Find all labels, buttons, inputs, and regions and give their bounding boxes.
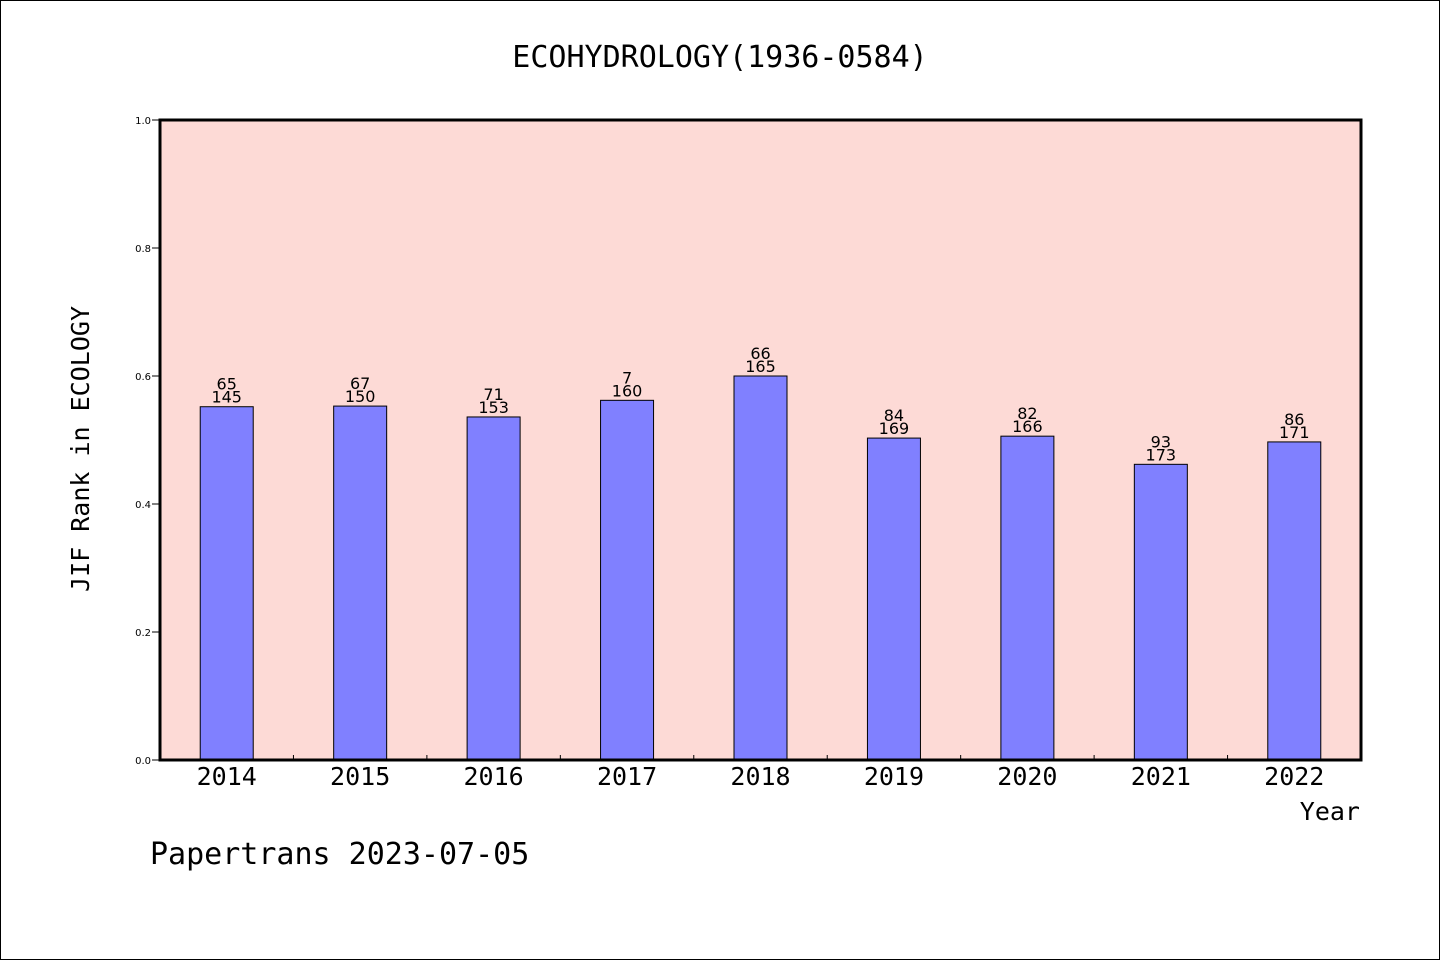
x-tick-label-2014: 2014 — [197, 762, 257, 791]
bar-2022 — [1267, 441, 1322, 761]
y-axis-label: JIF Rank in ECOLOGY — [66, 306, 95, 592]
bar-label-top-2016: 71 — [483, 385, 503, 404]
y-tick-label-5: 1.0 — [135, 116, 151, 127]
plot-border — [158, 118, 1363, 762]
bar-2020 — [1000, 435, 1055, 761]
bar-label-bottom-2019: 169 — [879, 419, 910, 438]
x-axis-label: Year — [1300, 797, 1360, 826]
bar-2019 — [866, 437, 921, 761]
x-tick-label-2021: 2021 — [1131, 762, 1191, 791]
bar-label-top-2020: 82 — [1017, 404, 1037, 423]
bar-label-bottom-2017: 160 — [612, 381, 643, 400]
y-tick-label-4: 0.8 — [135, 244, 151, 255]
bar-label-top-2021: 93 — [1151, 432, 1171, 451]
y-tick-label-1: 0.2 — [135, 628, 151, 639]
x-tick-label-2015: 2015 — [330, 762, 390, 791]
bar-2014 — [199, 406, 254, 761]
y-tick-label-2: 0.4 — [135, 500, 151, 511]
x-tick-label-2022: 2022 — [1264, 762, 1324, 791]
bar-2015 — [333, 405, 388, 761]
bar-label-top-2019: 84 — [884, 406, 904, 425]
bar-2018 — [733, 375, 788, 761]
bar-label-bottom-2015: 150 — [345, 387, 376, 406]
bar-label-top-2014: 65 — [217, 375, 237, 394]
bar-label-top-2018: 66 — [750, 344, 770, 363]
bar-label-bottom-2018: 165 — [745, 357, 776, 376]
chart-title: ECOHYDROLOGY(1936-0584) — [512, 40, 927, 75]
bar-label-bottom-2021: 173 — [1146, 445, 1177, 464]
x-tick-label-2020: 2020 — [997, 762, 1057, 791]
x-tick-label-2019: 2019 — [864, 762, 924, 791]
y-tick-label-3: 0.6 — [135, 372, 151, 383]
bar-2016 — [466, 416, 521, 761]
y-tick-label-0: 0.0 — [135, 756, 151, 767]
watermark-text: Papertrans 2023-07-05 — [150, 837, 529, 872]
x-tick-label-2016: 2016 — [464, 762, 524, 791]
bar-2017 — [600, 399, 655, 761]
bar-label-bottom-2020: 166 — [1012, 417, 1043, 436]
x-axis-ticks: 2014 2015 2016 2017 2018 2019 2020 2021 2022 — [197, 755, 1324, 791]
bar-label-top-2015: 67 — [350, 374, 370, 393]
bar-label-bottom-2014: 145 — [211, 388, 242, 407]
x-tick-label-2017: 2017 — [597, 762, 657, 791]
bar-2021 — [1133, 463, 1188, 761]
bar-label-top-2022: 86 — [1284, 410, 1304, 429]
bar-label-top-2017: 7 — [622, 368, 632, 387]
bar-label-bottom-2016: 153 — [478, 398, 509, 417]
bar-label-bottom-2022: 171 — [1279, 423, 1310, 442]
x-tick-label-2018: 2018 — [730, 762, 790, 791]
y-axis-ticks: 0.0 0.2 0.4 0.6 0.8 1.0 — [135, 116, 160, 767]
